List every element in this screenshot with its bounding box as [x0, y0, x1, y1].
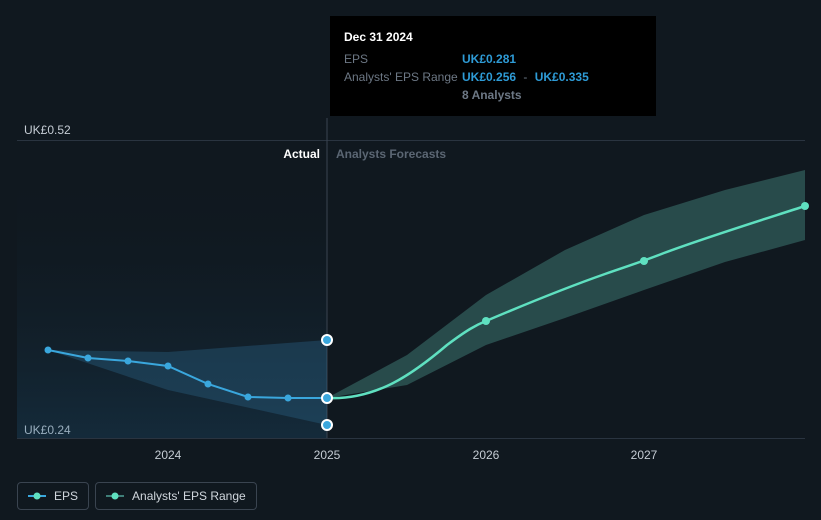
tooltip-range-sep: - [520, 70, 531, 84]
tooltip-row-range: Analysts' EPS Range UK£0.256 - UK£0.335 [344, 68, 642, 86]
tooltip-label: EPS [344, 50, 462, 68]
tooltip-analyst-count: 8 Analysts [462, 86, 642, 104]
legend-label: EPS [54, 489, 78, 503]
legend-item-eps[interactable]: EPS [17, 482, 89, 510]
tooltip-date: Dec 31 2024 [344, 28, 642, 46]
tooltip-label: Analysts' EPS Range [344, 68, 462, 86]
chart-tooltip: Dec 31 2024 EPS UK£0.281 Analysts' EPS R… [330, 16, 656, 116]
legend-swatch-icon [106, 492, 124, 500]
chart-legend: EPS Analysts' EPS Range [17, 482, 257, 510]
tooltip-row-eps: EPS UK£0.281 [344, 50, 642, 68]
legend-label: Analysts' EPS Range [132, 489, 246, 503]
eps-forecast-chart: UK£0.52 UK£0.24 Actual Analysts Forecast… [0, 0, 821, 520]
x-axis-tick: 2026 [473, 448, 500, 462]
tooltip-range-high: UK£0.335 [535, 70, 589, 84]
tooltip-range-low: UK£0.256 [462, 70, 516, 84]
x-axis-tick: 2027 [631, 448, 658, 462]
forecast-range-area [327, 170, 805, 398]
x-axis-tick: 2025 [314, 448, 341, 462]
tooltip-value: UK£0.281 [462, 50, 516, 68]
legend-swatch-icon [28, 492, 46, 500]
x-axis-tick: 2024 [155, 448, 182, 462]
legend-item-range[interactable]: Analysts' EPS Range [95, 482, 257, 510]
